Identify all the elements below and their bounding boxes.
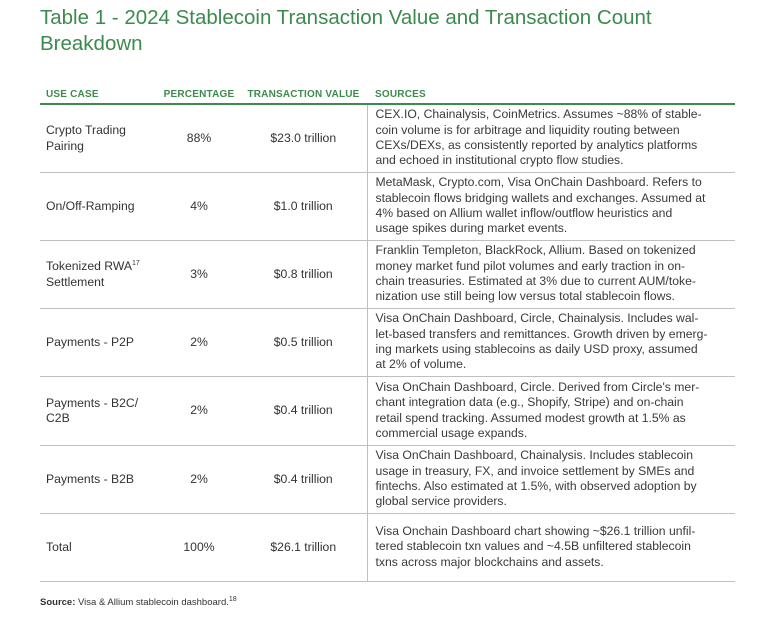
- use-case-label-line2: C2B: [46, 411, 70, 425]
- sources-line: chain treasuries. Estimated at 3% due to…: [375, 274, 696, 288]
- sources-line: ing markets using stablecoins as daily U…: [375, 342, 698, 356]
- sources-line: Visa OnChain Dashboard, Chainalysis. Inc…: [375, 448, 694, 463]
- table-row: Tokenized RWA17 Settlement 3% $0.8 trillion…: [40, 240, 735, 309]
- sources-line: CEXs/DEXs, as consistently reported by a…: [375, 138, 698, 152]
- percentage-cell: 3%: [158, 240, 240, 309]
- transaction-value-cell: $0.4 trillion: [240, 445, 367, 514]
- use-case-cell: On/Off-Ramping: [40, 172, 158, 241]
- sources-line: MetaMask, Crypto.com, Visa OnChain Dashb…: [375, 175, 702, 190]
- sources-line: Franklin Templeton, BlackRock, Allium. B…: [375, 243, 696, 258]
- sources-line: stablecoin flows bridging wallets and ex…: [375, 190, 706, 205]
- sources-line: and echoed in institutional crypto flow …: [375, 153, 624, 168]
- sources-line: let-based transfers and remittances. Gro…: [375, 326, 708, 341]
- sources-line: 4% based on Allium wallet inflow/outflow…: [375, 206, 673, 220]
- sources-line: fintechs. Also estimated at 1.5%, with o…: [375, 479, 697, 493]
- use-case-cell: Total: [40, 513, 158, 582]
- sources-cell: Franklin Templeton, BlackRock, Allium. B…: [366, 240, 735, 309]
- source-text: Visa & Allium stablecoin dashboard.: [75, 597, 229, 608]
- use-case-label: Crypto Trading Pairing: [46, 123, 126, 153]
- sources-cell: Visa Onchain Dashboard chart showing ~$2…: [366, 513, 735, 582]
- sources-line: retail spend tracking. Assumed modest gr…: [375, 410, 686, 425]
- sources-cell: MetaMask, Crypto.com, Visa OnChain Dashb…: [366, 172, 735, 241]
- percentage-cell: 2%: [158, 376, 240, 446]
- source-label: Source:: [40, 597, 76, 608]
- use-case-label: On/Off-Ramping: [46, 198, 135, 213]
- use-case-cell: Tokenized RWA17 Settlement: [40, 240, 158, 309]
- sources-line: money market fund pilot volumes and earl…: [375, 258, 686, 273]
- use-case-cell: Payments - B2C/C2B: [40, 376, 158, 446]
- table-row: Payments - B2B 2% $0.4 trillion Visa OnChai…: [40, 445, 735, 514]
- source-note: Source: Visa & Allium stablecoin dashboa…: [40, 595, 237, 608]
- sources-line: Visa OnChain Dashboard, Circle, Chainaly…: [375, 311, 699, 326]
- table-row: On/Off-Ramping 4% $1.0 trillion MetaMask, C…: [40, 172, 735, 241]
- stablecoin-breakdown-table: USE CASE PERCENTAGE TRANSACTION VALUE SO…: [40, 84, 735, 582]
- transaction-value-cell: $0.8 trillion: [240, 240, 367, 309]
- sources-cell: CEX.IO, Chainalysis, CoinMetrics. Assume…: [366, 104, 735, 173]
- sources-line: txns across major blockchains and assets…: [375, 554, 604, 569]
- use-case-cell: Crypto Trading Pairing: [40, 104, 158, 173]
- use-case-label: Payments - B2B: [46, 471, 135, 486]
- header-sources: SOURCES: [367, 84, 735, 105]
- sources-cell: Visa OnChain Dashboard, Chainalysis. Inc…: [366, 445, 735, 514]
- transaction-value-cell: $0.4 trillion: [240, 376, 367, 446]
- header-percentage: PERCENTAGE: [158, 84, 240, 105]
- use-case-footnote: 17: [132, 260, 140, 268]
- transaction-value-cell: $0.5 trillion: [240, 308, 367, 377]
- sources-line: Visa OnChain Dashboard, Circle. Derived …: [375, 379, 700, 394]
- table-row: Payments - P2P 2% $0.5 trillion Visa OnChai…: [40, 308, 735, 377]
- sources-cell: Visa OnChain Dashboard, Circle, Chainaly…: [366, 308, 735, 377]
- table-header-row: USE CASE PERCENTAGE TRANSACTION VALUE SO…: [40, 84, 735, 105]
- sources-line: coin volume is for arbitrage and liquidi…: [375, 122, 680, 137]
- transaction-value-cell: $26.1 trillion: [240, 513, 367, 582]
- table-row: Crypto Trading Pairing 88% $23.0 trillion C…: [40, 104, 735, 173]
- sources-line: commercial usage expands.: [375, 425, 528, 440]
- source-footnote: 18: [228, 595, 237, 603]
- percentage-cell: 2%: [158, 308, 240, 377]
- use-case-label-line2: Settlement: [46, 274, 105, 289]
- transaction-value-cell: $23.0 trillion: [240, 104, 367, 173]
- header-transaction-value: TRANSACTION VALUE: [240, 84, 367, 105]
- use-case-label: Total: [46, 539, 72, 554]
- use-case-cell: Payments - B2B: [40, 445, 158, 514]
- header-use-case: USE CASE: [40, 84, 158, 105]
- sources-line: tered stablecoin txn values and ~4.5B un…: [375, 539, 691, 554]
- sources-line: Visa Onchain Dashboard chart showing ~$2…: [375, 523, 696, 538]
- percentage-cell: 88%: [158, 104, 240, 173]
- table-title: Table 1 - 2024 Stablecoin Transaction Va…: [40, 6, 652, 55]
- table-row: Payments - B2C/C2B 2% $0.4 trillion Visa On…: [40, 376, 735, 446]
- use-case-label: Tokenized RWA: [46, 259, 133, 274]
- sources-line: nization use still being low versus tota…: [375, 289, 675, 304]
- use-case-cell: Payments - P2P: [40, 308, 158, 377]
- sources-line: chant integration data (e.g., Shopify, S…: [375, 395, 684, 410]
- use-case-label: Payments - P2P: [46, 334, 135, 349]
- table-row: Total 100% $26.1 trillion Visa Onchain Dash…: [40, 513, 735, 582]
- transaction-value-cell: $1.0 trillion: [240, 172, 367, 241]
- percentage-cell: 100%: [158, 513, 240, 582]
- use-case-label: Payments - B2C/: [46, 395, 139, 410]
- percentage-cell: 2%: [158, 445, 240, 514]
- sources-line: at 2% of volume.: [375, 357, 467, 372]
- sources-line: global service providers.: [375, 494, 507, 509]
- sources-line: usage in treasury, FX, and invoice settl…: [375, 463, 695, 478]
- sources-line: usage spikes during market events.: [375, 221, 568, 236]
- sources-line: CEX.IO, Chainalysis, CoinMetrics. Assume…: [375, 107, 702, 122]
- sources-cell: Visa OnChain Dashboard, Circle. Derived …: [366, 376, 735, 446]
- percentage-cell: 4%: [158, 172, 240, 241]
